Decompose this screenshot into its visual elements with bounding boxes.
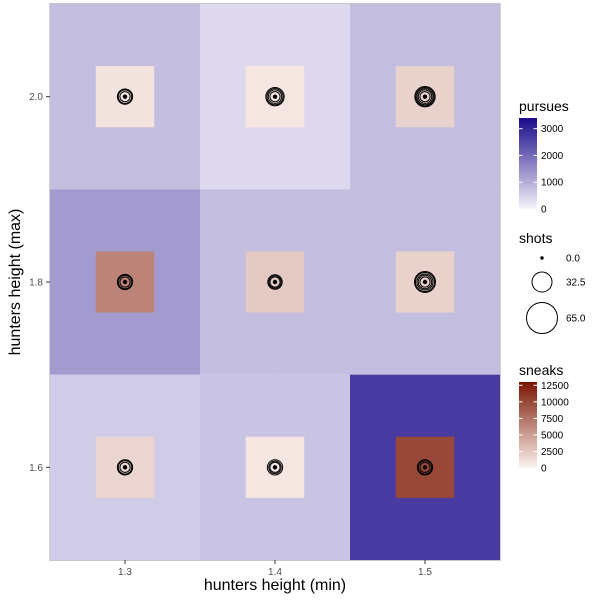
- shots-ring: [266, 459, 284, 476]
- shots-legend-circle: [526, 302, 558, 334]
- shots-ring: [269, 91, 281, 103]
- shots-ring: [269, 461, 281, 473]
- shots-ring: [414, 85, 436, 108]
- shots-ring: [268, 275, 282, 289]
- shots-ring: [265, 86, 285, 107]
- shots-center-dot: [422, 279, 428, 285]
- shots-ring: [419, 461, 431, 473]
- y-axis-ticks: 1.6 1.8 2.0: [29, 92, 50, 474]
- shots-ring: [116, 273, 134, 291]
- shots-legend-label: 0.0: [566, 254, 580, 265]
- shots-ring: [119, 91, 131, 103]
- shots-center-dot: [272, 465, 278, 470]
- legend-shots-keys: 0.0 32.5 65.0: [526, 254, 586, 334]
- shots-ring: [416, 88, 434, 106]
- legend-pursues: pursues 0 1000 2000 3000: [519, 98, 569, 216]
- shots-center-dot: [272, 279, 278, 285]
- legend-tick-label: 3000: [541, 124, 564, 135]
- shots-ring: [414, 271, 436, 293]
- shots-center-dot: [422, 94, 428, 99]
- legend-tick-label: 7500: [541, 414, 564, 425]
- y-tick-label: 2.0: [29, 92, 43, 103]
- x-tick-label: 1.4: [268, 567, 282, 578]
- legend-tick-label: 12500: [541, 381, 569, 392]
- legend-pursues-title: pursues: [519, 98, 569, 114]
- shots-ring: [119, 461, 131, 473]
- y-axis-title: hunters height (max): [7, 209, 24, 356]
- shots-ring: [117, 274, 133, 290]
- shots-ring: [119, 276, 131, 288]
- shots-ring: [267, 274, 283, 290]
- legend-tick-label: 0: [541, 205, 547, 216]
- legend-sneaks-ticks: 0 2500 5000 7500 10000 12500: [519, 381, 569, 475]
- legend-tick-label: 2000: [541, 151, 564, 162]
- legend-pursues-colorbar: [519, 118, 537, 209]
- legend-pursues-ticks: 0 1000 2000 3000: [519, 124, 564, 216]
- shots-ring: [268, 460, 282, 475]
- shots-ring: [417, 460, 433, 475]
- shots-ring: [419, 276, 431, 288]
- shots-legend-circle: [531, 271, 553, 293]
- shots-ring: [116, 459, 134, 476]
- legend-tick-label: 10000: [541, 397, 569, 408]
- shots-ring: [117, 89, 133, 104]
- shots-legend-circle: [540, 256, 544, 260]
- y-tick-label: 1.8: [29, 278, 43, 289]
- plot-panel: [49, 3, 501, 561]
- legend-shots-title: shots: [519, 230, 552, 246]
- legend-tick-label: 0: [541, 464, 547, 475]
- shots-center-dot: [122, 465, 128, 470]
- shots-ring: [266, 88, 284, 106]
- shots-center-dot: [122, 279, 128, 285]
- shots-ring: [414, 271, 436, 293]
- x-axis-ticks: 1.3 1.4 1.5: [118, 560, 432, 578]
- shots-ring: [416, 273, 434, 291]
- x-axis-title: hunters height (min): [204, 577, 346, 594]
- y-tick-label: 1.6: [29, 463, 43, 474]
- legend-tick-label: 5000: [541, 430, 564, 441]
- shots-ring: [419, 91, 431, 103]
- x-tick-label: 1.5: [418, 567, 432, 578]
- shots-ring: [416, 459, 434, 476]
- legend-sneaks-title: sneaks: [519, 362, 563, 378]
- legend-shots: shots 0.0 32.5 65.0: [519, 230, 586, 334]
- shots-center-dot: [422, 465, 428, 470]
- legend-sneaks: sneaks 0 2500 5000 7500 10000 12500: [519, 362, 569, 475]
- legend-tick-label: 2500: [541, 447, 564, 458]
- shots-legend-label: 65.0: [566, 314, 586, 325]
- x-tick-label: 1.3: [118, 567, 132, 578]
- shots-legend-label: 32.5: [566, 278, 586, 289]
- shots-ring: [269, 276, 281, 288]
- shots-ring: [417, 89, 433, 104]
- legend-sneaks-colorbar: [519, 382, 537, 468]
- shots-center-dot: [272, 94, 278, 99]
- shots-center-dot: [122, 94, 128, 99]
- shots-ring: [117, 460, 133, 475]
- shots-ring: [415, 86, 435, 107]
- legend-tick-label: 1000: [541, 178, 564, 189]
- shots-ring: [267, 89, 283, 104]
- shots-ring: [417, 274, 433, 290]
- shots-rings: [116, 85, 436, 476]
- shots-ring: [116, 88, 134, 105]
